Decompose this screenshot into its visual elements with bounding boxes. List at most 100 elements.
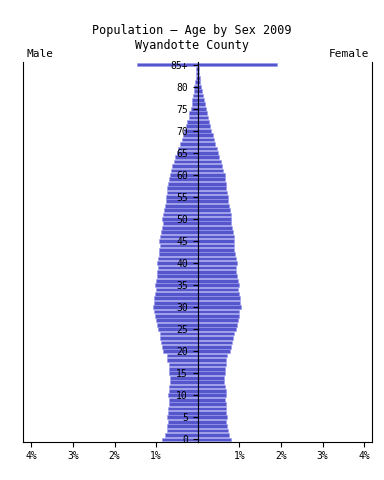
Bar	[198, 420, 226, 424]
Bar	[170, 173, 198, 177]
Bar	[198, 85, 201, 88]
Bar	[155, 292, 198, 296]
Bar	[156, 279, 198, 283]
Bar	[198, 67, 199, 71]
Bar	[166, 199, 198, 203]
Bar	[167, 424, 198, 428]
Bar	[198, 279, 238, 283]
Bar	[198, 394, 227, 397]
Bar	[167, 416, 198, 419]
Bar	[169, 367, 198, 371]
Bar	[198, 336, 233, 340]
Bar	[198, 318, 238, 322]
Bar	[168, 407, 198, 410]
Bar	[178, 146, 198, 150]
Bar	[198, 191, 227, 194]
Bar	[170, 380, 198, 384]
Bar	[169, 372, 198, 375]
Bar	[198, 178, 225, 181]
Bar	[166, 195, 198, 199]
Bar	[198, 288, 238, 291]
Bar	[159, 248, 198, 252]
Bar	[195, 80, 198, 84]
Bar	[198, 345, 232, 348]
Bar	[198, 195, 228, 199]
Bar	[177, 151, 198, 155]
Bar	[198, 257, 236, 261]
Bar	[198, 362, 226, 366]
Bar	[198, 89, 202, 93]
Bar	[154, 301, 198, 305]
Bar	[198, 292, 239, 296]
Bar	[198, 146, 217, 150]
Bar	[198, 208, 230, 212]
Bar	[196, 72, 198, 75]
Bar	[198, 133, 213, 137]
Bar	[162, 345, 198, 348]
Bar	[189, 111, 198, 115]
Bar	[198, 354, 227, 358]
Bar	[198, 314, 239, 318]
Bar	[167, 354, 198, 358]
Bar	[162, 438, 198, 441]
Bar	[182, 138, 198, 142]
Bar	[162, 217, 198, 221]
Bar	[198, 156, 219, 159]
Bar	[192, 102, 198, 106]
Bar	[161, 340, 198, 344]
Bar	[198, 164, 222, 168]
Bar	[198, 349, 230, 353]
Bar	[158, 327, 198, 331]
Bar	[198, 151, 218, 155]
Bar	[196, 76, 198, 80]
Bar	[198, 230, 233, 234]
Bar	[167, 191, 198, 194]
Bar	[193, 94, 198, 97]
Text: Population — Age by Sex 2009
Wyandotte County: Population — Age by Sex 2009 Wyandotte C…	[92, 24, 292, 52]
Bar	[157, 323, 198, 326]
Bar	[198, 226, 232, 229]
Bar	[198, 411, 227, 415]
Bar	[154, 310, 198, 313]
Bar	[198, 239, 234, 243]
Bar	[160, 243, 198, 247]
Bar	[154, 297, 198, 300]
Bar	[167, 186, 198, 190]
Bar	[157, 275, 198, 278]
Bar	[198, 111, 207, 115]
Bar	[194, 89, 198, 93]
Bar	[168, 420, 198, 424]
Bar	[184, 129, 198, 132]
Bar	[194, 85, 198, 88]
Bar	[198, 142, 215, 146]
Bar	[169, 402, 198, 406]
Bar	[170, 376, 198, 380]
Bar	[192, 98, 198, 102]
Bar	[191, 107, 198, 110]
Bar	[175, 156, 198, 159]
Bar	[160, 332, 198, 336]
Bar	[198, 129, 212, 132]
Bar	[198, 270, 237, 274]
Bar	[159, 252, 198, 256]
Bar	[168, 182, 198, 186]
Bar	[198, 323, 237, 326]
Bar	[198, 217, 232, 221]
Bar	[168, 394, 198, 397]
Bar	[162, 226, 198, 229]
Text: Female: Female	[328, 48, 369, 59]
Bar	[198, 63, 277, 66]
Bar	[198, 424, 227, 428]
Bar	[198, 173, 225, 177]
Bar	[171, 168, 198, 172]
Bar	[186, 124, 198, 128]
Bar	[198, 407, 226, 410]
Bar	[198, 221, 231, 225]
Bar	[198, 398, 225, 402]
Bar	[198, 213, 231, 216]
Bar	[160, 235, 198, 239]
Bar	[163, 221, 198, 225]
Bar	[198, 416, 227, 419]
Bar	[174, 160, 198, 164]
Bar	[198, 116, 208, 120]
